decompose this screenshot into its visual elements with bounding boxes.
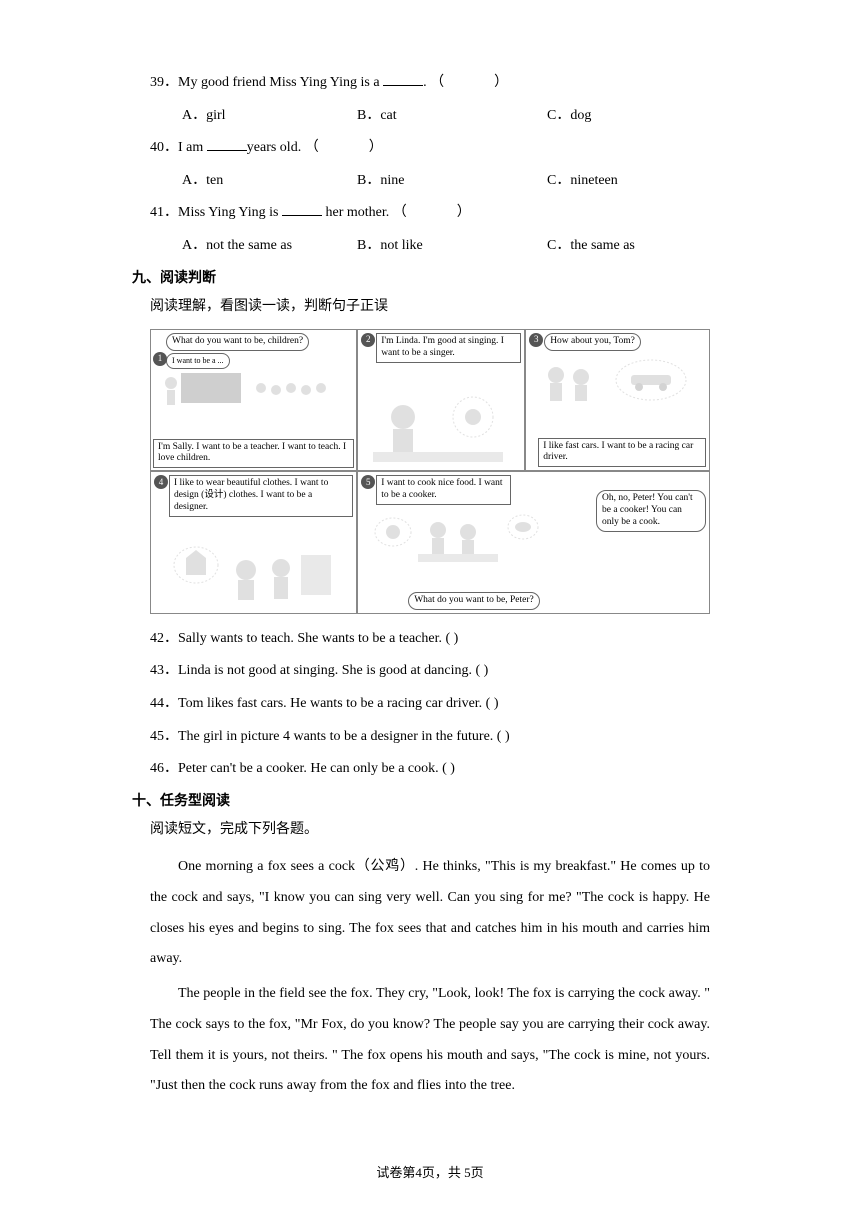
fill-blank[interactable]	[383, 72, 423, 86]
panel1-top-bubble: What do you want to be, children?	[166, 333, 309, 351]
girl-singing-illustration	[363, 387, 513, 467]
question-text: Miss Ying Ying is	[178, 205, 282, 220]
question-suffix: her mother. （	[322, 205, 407, 220]
panel1-mid-bubble: I want to be a ...	[166, 353, 230, 369]
options-row-40: A．ten B．nine C．nineteen	[150, 168, 710, 195]
section-10-heading: 十、任务型阅读	[132, 789, 710, 816]
question-number: 39．	[150, 75, 178, 90]
option-c[interactable]: C．the same as	[547, 233, 710, 260]
panel3-top-bubble: How about you, Tom?	[544, 333, 641, 351]
question-45: 45．The girl in picture 4 wants to be a d…	[150, 724, 710, 751]
section-9-heading: 九、阅读判断	[132, 266, 710, 293]
fill-blank[interactable]	[207, 137, 247, 151]
section-9-subheading: 阅读理解，看图读一读，判断句子正误	[150, 294, 710, 321]
option-a[interactable]: A．ten	[182, 168, 357, 195]
panel-number-5: 5	[361, 475, 375, 489]
question-44: 44．Tom likes fast cars. He wants to be a…	[150, 691, 710, 718]
panel3-bottom-box: I like fast cars. I want to be a racing …	[538, 438, 706, 468]
option-b[interactable]: B．not like	[357, 233, 547, 260]
comic-panel-5: 5 I want to cook nice food. I want to be…	[357, 471, 710, 614]
options-row-41: A．not the same as B．not like C．the same …	[150, 233, 710, 260]
question-40: 40．I am years old. （ ）	[150, 135, 710, 162]
close-paren: ）	[369, 140, 383, 155]
comic-grid: What do you want to be, children? 1 I wa…	[150, 329, 710, 614]
question-46: 46．Peter can't be a cooker. He can only …	[150, 756, 710, 783]
comic-panel-4: 4 I like to wear beautiful clothes. I wa…	[150, 471, 357, 614]
comic-panel-3: 3 How about you, Tom? I like fast cars. …	[525, 329, 710, 472]
question-suffix: years old. （	[247, 140, 319, 155]
passage-paragraph-2: The people in the field see the fox. The…	[150, 979, 710, 1102]
question-42: 42．Sally wants to teach. She wants to be…	[150, 626, 710, 653]
cook-illustration	[363, 512, 693, 582]
panel-number-1: 1	[153, 352, 167, 366]
option-c[interactable]: C．nineteen	[547, 168, 710, 195]
panel2-text: I'm Linda. I'm good at singing. I want t…	[376, 333, 521, 363]
question-41: 41．Miss Ying Ying is her mother. （ ）	[150, 200, 710, 227]
panel5-bottom-bubble: What do you want to be, Peter?	[408, 592, 540, 610]
fill-blank[interactable]	[282, 202, 322, 216]
option-b[interactable]: B．cat	[357, 103, 547, 130]
panel5-top-box: I want to cook nice food. I want to be a…	[376, 475, 511, 505]
question-text: My good friend Miss Ying Ying is a	[178, 75, 383, 90]
classroom-illustration	[161, 368, 346, 413]
option-a[interactable]: A．girl	[182, 103, 357, 130]
option-c[interactable]: C．dog	[547, 103, 710, 130]
passage-paragraph-1: One morning a fox sees a cock（公鸡）. He th…	[150, 852, 710, 975]
close-paren: ）	[457, 205, 471, 220]
question-39: 39．My good friend Miss Ying Ying is a . …	[150, 70, 710, 97]
page-footer: 试卷第4页，共 5页	[0, 1161, 860, 1186]
option-a[interactable]: A．not the same as	[182, 233, 357, 260]
comic-panel-2: 2 I'm Linda. I'm good at singing. I want…	[357, 329, 525, 472]
close-paren: ）	[494, 75, 508, 90]
panel-number-3: 3	[529, 333, 543, 347]
options-row-39: A．girl B．cat C．dog	[150, 103, 710, 130]
panel4-text: I like to wear beautiful clothes. I want…	[169, 475, 353, 517]
panel-number-4: 4	[154, 475, 168, 489]
question-43: 43．Linda is not good at singing. She is …	[150, 658, 710, 685]
comic-panel-1: What do you want to be, children? 1 I wa…	[150, 329, 357, 472]
question-text: I am	[178, 140, 207, 155]
designer-illustration	[156, 540, 341, 610]
boy-car-illustration	[531, 355, 701, 415]
question-number: 40．	[150, 140, 178, 155]
option-b[interactable]: B．nine	[357, 168, 547, 195]
panel-number-2: 2	[361, 333, 375, 347]
question-suffix: . （	[423, 75, 444, 90]
question-number: 41．	[150, 205, 178, 220]
section-10-subheading: 阅读短文，完成下列各题。	[150, 817, 710, 844]
panel1-bottom-box: I'm Sally. I want to be a teacher. I wan…	[153, 439, 354, 469]
